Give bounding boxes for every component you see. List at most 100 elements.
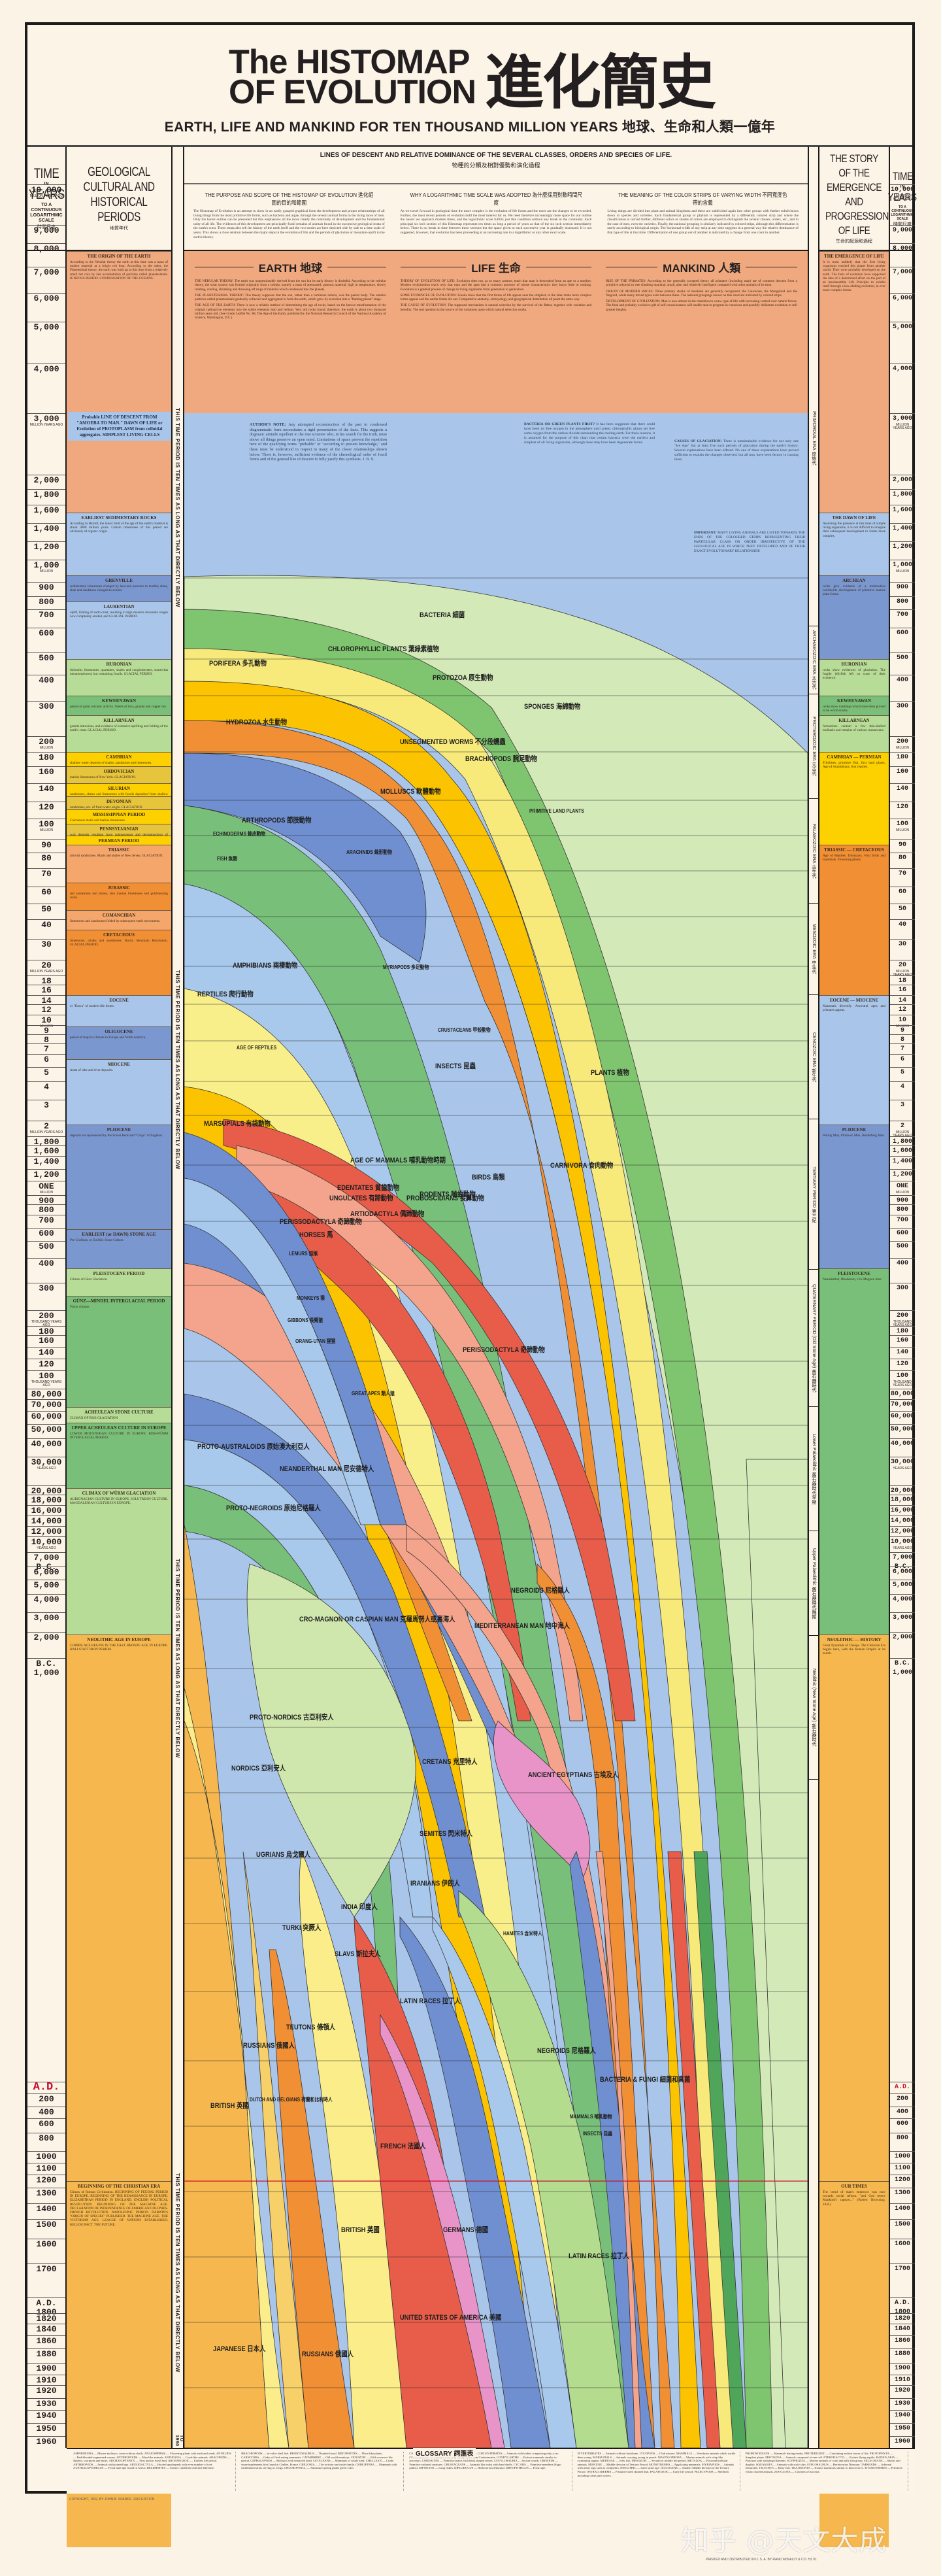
taxon-label: PERISSODACTYLA 奇蹄動物 (463, 1346, 545, 1354)
time-tick: 160 (890, 766, 915, 777)
time-tick: ONE MILLION (890, 1181, 915, 1195)
time-tick-label: 1920 (894, 2387, 910, 2394)
bacteria-note-title: BACTERIA OR GREEN PLANTS FIRST? (524, 422, 595, 426)
time-tick: 4,000 (27, 1594, 65, 1604)
time-tick-label: 60,000 (890, 1413, 914, 1420)
time-tick: 1,600 (27, 1145, 65, 1156)
story-text: rocks give evidence of a tremendous worl… (823, 585, 885, 597)
mankind-para: DEVELOPMENT OF CIVILIZATION: Man is now … (606, 299, 797, 312)
time-tick-label: 4,000 (33, 364, 59, 374)
time-tick-label: 6,000 (892, 1568, 912, 1576)
story-title: EOCENE — MIOCENE (829, 998, 879, 1003)
time-tick: 100 THOUSAND YEARS AGO (890, 1370, 915, 1387)
period-text: strata of lake and river deposits. (70, 1068, 114, 1072)
period-title: ACHEULEAN STONE CULTURE (84, 1410, 154, 1415)
geological-period: TRIASSIC alluvial sandstones. Marls and s… (67, 845, 171, 883)
period-text: shallow water deposits of shales, sandst… (70, 761, 152, 765)
time-tick-label: 6,000 (892, 295, 912, 302)
era-label: MESOZOIC ERA 中生代 (809, 904, 818, 995)
taxon-label: PLANTS 植物 (591, 1069, 629, 1077)
taxon-label: LATIN RACES 拉丁人 (400, 1997, 461, 2005)
time-tick-label: 90 (898, 841, 906, 849)
time-tick-label: 200 (39, 737, 54, 747)
time-tick-label: 3,000 (892, 1614, 912, 1621)
time-tick: 7,000 (27, 267, 65, 277)
taxon-label: MOLLUSCS 軟體動物 (380, 788, 441, 796)
time-tick-label: 3 (900, 1102, 904, 1109)
time-tick-label: 4,000 (892, 1596, 912, 1603)
taxon-label: LEMURS 狐猴 (289, 1251, 318, 1257)
time-tick-label: 40 (898, 921, 906, 928)
time-tick: 30 (27, 939, 65, 949)
time-tick: 20 MILLION YEARS AGO (890, 960, 915, 977)
header-divider (27, 145, 912, 147)
time-tick: 1910 (890, 2375, 915, 2385)
intro-section: THE PURPOSE AND SCOPE OF THE HISTOMAP OF… (184, 184, 808, 251)
time-tick: 1950 (27, 2423, 65, 2433)
time-tick-label: 14,000 (890, 1517, 914, 1525)
taxon-label: PORIFERA 多孔動物 (209, 660, 267, 668)
time-tick-label: 700 (896, 1217, 908, 1224)
life-para: SOME EVIDENCES OF EVOLUTION: Fossils sho… (400, 293, 592, 302)
time-tick-label: 900 (39, 1196, 54, 1206)
story-period: HURONIAN rocks show evidences of glaciati… (819, 659, 889, 696)
time-tick-unit: MILLION (895, 1191, 909, 1195)
time-tick-label: 1,800 (892, 1138, 912, 1145)
time-tick-label: 1900 (36, 2364, 57, 2373)
time-tick: 8,000 (27, 243, 65, 254)
story-title: OUR TIMES (841, 2184, 867, 2189)
taxon-label: AGE OF REPTILES (237, 1045, 277, 1051)
period-text: or "Dawn" of modern life forms. (70, 1004, 114, 1008)
time-tick-label: 1960 (36, 2437, 57, 2447)
time-tick: 1,400 (27, 523, 65, 534)
story-text: Age of Reptiles. Dinosaurs. First birds … (823, 854, 885, 862)
time-scale-right: TIME IN YEARS TO A CONTINUOUS LOGARITHMI… (888, 146, 917, 2448)
taxon-label: PROTO-NEGROIDS 原始尼格羅人 (226, 1504, 321, 1512)
era-label: PRIMORDIAL ERA 原始代 (809, 251, 818, 626)
time-tick: 200 MILLION (890, 736, 915, 750)
time-tick-label: 160 (39, 767, 54, 777)
era-label: Neolithic (New Stone Age) 新石器時代 (809, 1636, 818, 1780)
ten-times-note: THIS TIME PERIOD IS TEN TIMES AS LONG AS… (174, 1559, 180, 1758)
time-tick: 30,000 YEARS AGO (27, 1457, 65, 1470)
time-tick-label: 100 (896, 1372, 908, 1380)
period-title: OLIGOCENE (105, 1029, 133, 1034)
taxon-label: MAMMALS 哺乳動物 (570, 2114, 612, 2120)
geological-period: JURASSIC red sandstones and shales, also … (67, 883, 171, 910)
time-tick: 400 (890, 675, 915, 685)
time-tick-label: 900 (39, 583, 54, 592)
story-text: rocks show markings which have been prov… (823, 705, 885, 713)
title-chinese: 進化簡史 (485, 48, 716, 117)
time-tick-label: 700 (896, 611, 908, 619)
taxon-label: ARACHNIDS 蛛形動物 (346, 849, 392, 855)
time-tick-label: 16 (898, 987, 906, 994)
time-tick: 1,800 (890, 489, 915, 500)
time-tick: 1,000 MILLION (27, 560, 65, 573)
taxon-label: CARNIVORA 食肉動物 (550, 1162, 614, 1170)
time-tick-label: 3 (44, 1100, 49, 1110)
time-tick: 180 (27, 1326, 65, 1336)
time-tick-label: 10 (898, 1017, 906, 1024)
time-tick: 1,400 (27, 1156, 65, 1166)
time-tick-label: 500 (896, 654, 908, 662)
time-tick-label: 800 (39, 2133, 54, 2143)
section-mankind: MANKIND 人類 RISE OF THE PRIMATES: Accordi… (606, 259, 797, 405)
time-tick-unit: YEARS AGO (893, 1466, 912, 1470)
period-text: Pre-Chellean, or Eolithic Stone Culture. (70, 1238, 124, 1242)
period-text: LOWER MOUSTERIAN CULTURE IN EUROPE. RISS… (70, 1432, 168, 1440)
time-tick-unit: THOUSAND YEARS AGO (31, 1320, 62, 1327)
important-note-body: MANY LIVING ANIMALS ARE LISTED TOWARDS T… (694, 531, 805, 553)
time-tick-unit: MILLION YEARS AGO (29, 194, 63, 198)
taxon-label: MYRIAPODS 多足動物 (383, 964, 429, 970)
time-tick: 70 (890, 868, 915, 879)
time-tick-label: 1,200 (892, 543, 912, 551)
time-tick: 10,000 MILLION YEARS AGO (890, 184, 915, 201)
story-title: CAMBRIAN — PERMIAN (827, 754, 882, 760)
time-tick: 1600 (890, 2239, 915, 2249)
time-tick-label: 1860 (894, 2337, 910, 2345)
period-title: GRENVILLE (105, 578, 133, 583)
time-tick: 1960 (890, 2436, 915, 2447)
geological-period: MIOCENE strata of lake and river deposits… (67, 1059, 171, 1125)
time-tick: 1,200 (27, 1169, 65, 1179)
time-tick-unit: MILLION YEARS AGO (893, 970, 912, 977)
